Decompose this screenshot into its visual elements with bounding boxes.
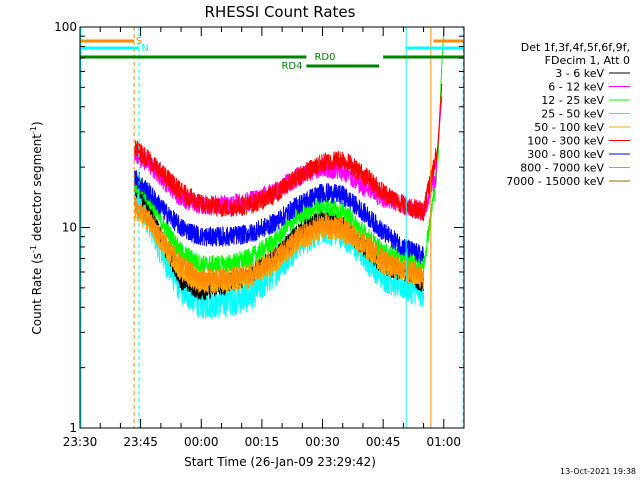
y-axis-label-end: ) — [30, 121, 44, 126]
y-tick-label: 10 — [62, 221, 77, 235]
x-tick-label: 00:30 — [305, 435, 340, 449]
legend-entry-label: 100 - 300 keV — [527, 135, 604, 148]
legend-entry-label: 6 - 12 keV — [548, 81, 604, 94]
series-line-300-800-kev — [134, 170, 425, 264]
x-tick-label: 01:00 — [426, 435, 461, 449]
x-tick-label: 00:00 — [184, 435, 219, 449]
x-tick-label: 23:45 — [123, 435, 158, 449]
x-tick-label: 00:45 — [366, 435, 401, 449]
legend-entry-label: 7000 - 15000 keV — [506, 175, 604, 188]
x-tick-label: 23:30 — [63, 435, 98, 449]
legend-entry-label: 12 - 25 keV — [541, 94, 604, 107]
legend-entry-label: 3 - 6 keV — [555, 67, 604, 80]
y-axis-label-sup2: -1 — [29, 126, 38, 134]
legend-entry-label: 300 - 800 keV — [527, 148, 604, 161]
y-axis-label-start: Count Rate (s — [30, 253, 44, 335]
legend-entry-label: 800 - 7000 keV — [520, 162, 604, 175]
series-line-800-7000-kev — [134, 197, 425, 289]
chart-title: RHESSI Count Rates — [205, 3, 356, 21]
plot-area: SN RD0 RD4 1 10 100 23:30 23:45 00:00 00:15 00:30 0… — [54, 20, 465, 449]
legend: Det 1f,3f,4f,5f,6f,9f, FDecim 1, Att 0 3… — [506, 41, 630, 188]
y-axis-label-sup: -1 — [29, 245, 38, 253]
legend-header-line-1: Det 1f,3f,4f,5f,6f,9f, — [521, 41, 630, 54]
flag-label-rd0: RD0 — [314, 52, 335, 63]
legend-entry-label: 25 - 50 keV — [541, 108, 604, 121]
legend-entry-label: 50 - 100 keV — [534, 121, 604, 134]
legend-header-line-2: FDecim 1, Att 0 — [545, 54, 630, 67]
flag-label-n: N — [141, 43, 148, 54]
x-axis-label: Start Time (26-Jan-09 23:29:42) — [184, 455, 376, 469]
flag-label-rd4: RD4 — [281, 61, 302, 72]
y-tick-label: 100 — [54, 20, 77, 34]
y-axis-label: Count Rate (s-1 detector segment-1) — [29, 121, 44, 334]
y-tick-label: 1 — [69, 421, 77, 435]
series-line-100-300-kev — [134, 83, 443, 222]
flag-label-s: S — [136, 36, 142, 47]
x-tick-label: 00:15 — [245, 435, 280, 449]
footer-date: 13-Oct-2021 19:38 — [560, 467, 636, 476]
y-axis-label-mid: detector segment — [30, 134, 44, 245]
